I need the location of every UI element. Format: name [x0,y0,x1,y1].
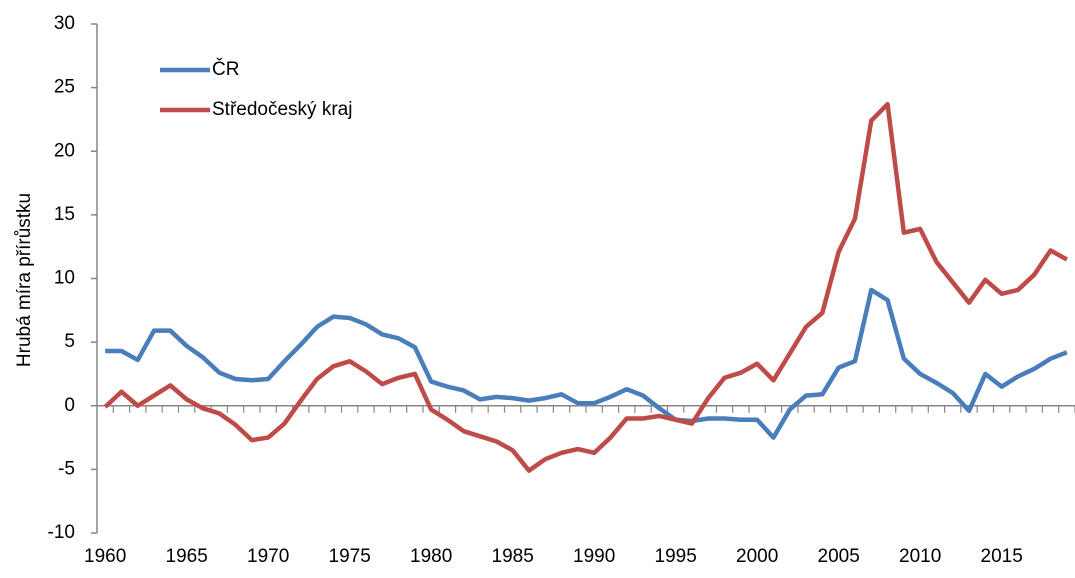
y-axis-label: Hrubá míra přírůstku [14,193,35,367]
y-tick-label: 0 [64,395,75,416]
x-tick-label: 1980 [410,546,452,567]
x-tick-label: 1985 [492,546,534,567]
y-tick-label: 30 [54,13,75,34]
y-tick-label: 15 [54,204,75,225]
legend-label: Středočeský kraj [212,99,352,120]
y-tick-label: 20 [54,140,75,161]
legend-label: ČR [212,58,239,80]
x-tick-label: 2005 [818,546,860,567]
x-tick-label: 1965 [166,546,208,567]
y-tick-label: -10 [48,522,75,543]
series-line [103,101,1068,473]
y-tick-label: 25 [54,77,75,98]
x-tick-label: 1990 [573,546,615,567]
y-tick-label: 5 [64,331,75,352]
x-tick-label: 1995 [655,546,697,567]
x-tick-label: 1975 [329,546,371,567]
x-tick-label: 2000 [736,546,778,567]
x-tick-label: 1970 [247,546,289,567]
x-tick-label: 2015 [981,546,1023,567]
y-tick-label: -5 [58,458,75,479]
x-tick-label: 2010 [899,546,941,567]
x-tick-label: 1960 [84,546,126,567]
y-tick-label: 10 [54,268,75,289]
series-line [105,287,1068,440]
